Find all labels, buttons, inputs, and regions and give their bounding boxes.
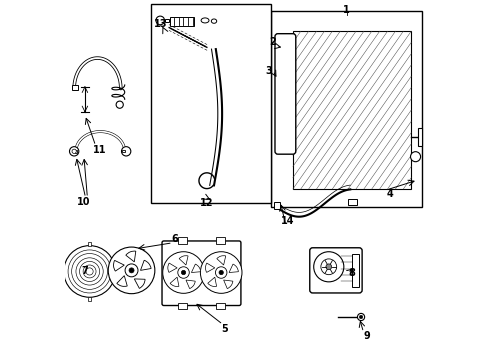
Text: 2: 2: [268, 37, 275, 47]
Circle shape: [108, 247, 155, 294]
Bar: [271, 12, 421, 207]
Bar: [122, 150, 125, 152]
Bar: [216, 237, 224, 244]
Circle shape: [200, 252, 242, 293]
FancyBboxPatch shape: [309, 248, 362, 293]
Bar: [169, 17, 194, 26]
Text: 11: 11: [92, 144, 106, 154]
Circle shape: [68, 250, 111, 293]
Wedge shape: [113, 260, 124, 271]
Wedge shape: [223, 280, 232, 289]
Circle shape: [69, 147, 79, 156]
Bar: [417, 128, 421, 146]
Bar: [88, 242, 91, 246]
Wedge shape: [207, 277, 216, 287]
Wedge shape: [191, 264, 200, 273]
Wedge shape: [134, 279, 145, 288]
Bar: [178, 303, 186, 309]
Text: 1: 1: [343, 5, 349, 15]
Wedge shape: [216, 256, 225, 265]
Bar: [74, 150, 77, 153]
Bar: [151, 4, 271, 203]
Bar: [273, 202, 280, 209]
Wedge shape: [167, 263, 177, 273]
Bar: [178, 237, 186, 244]
Text: 5: 5: [221, 324, 228, 334]
Circle shape: [181, 270, 185, 275]
FancyBboxPatch shape: [274, 34, 295, 154]
Circle shape: [156, 16, 164, 25]
Text: 6: 6: [171, 234, 178, 244]
Wedge shape: [140, 260, 151, 270]
Circle shape: [219, 270, 223, 275]
Circle shape: [215, 267, 226, 278]
Wedge shape: [228, 264, 238, 273]
Circle shape: [80, 261, 100, 282]
Text: 10: 10: [77, 197, 90, 207]
FancyBboxPatch shape: [162, 241, 241, 306]
Circle shape: [76, 258, 103, 285]
Bar: [292, 31, 410, 189]
Wedge shape: [117, 276, 127, 287]
Circle shape: [121, 147, 131, 156]
Circle shape: [116, 101, 123, 108]
Circle shape: [320, 259, 336, 275]
Circle shape: [129, 268, 134, 273]
Bar: [351, 254, 359, 287]
Circle shape: [72, 149, 76, 153]
Circle shape: [163, 252, 204, 293]
Circle shape: [410, 152, 420, 162]
Bar: [347, 199, 356, 205]
Wedge shape: [205, 263, 214, 273]
Ellipse shape: [211, 19, 216, 23]
Bar: [88, 297, 91, 301]
Text: 8: 8: [348, 268, 355, 278]
Circle shape: [83, 265, 96, 278]
Circle shape: [63, 246, 115, 297]
Wedge shape: [185, 280, 195, 289]
Ellipse shape: [201, 18, 208, 23]
Circle shape: [86, 268, 93, 275]
Circle shape: [359, 315, 362, 319]
Wedge shape: [179, 256, 188, 265]
Text: 13: 13: [153, 19, 166, 29]
Circle shape: [313, 252, 343, 282]
Wedge shape: [125, 251, 136, 262]
Bar: [72, 85, 78, 90]
Circle shape: [357, 314, 364, 320]
Circle shape: [125, 264, 138, 277]
Circle shape: [325, 264, 331, 270]
Text: 7: 7: [81, 266, 88, 276]
Circle shape: [178, 267, 189, 278]
Text: 12: 12: [200, 198, 213, 208]
Text: 9: 9: [362, 331, 369, 341]
Text: 4: 4: [386, 189, 392, 199]
Bar: [164, 19, 169, 22]
Text: 14: 14: [280, 216, 294, 226]
Circle shape: [72, 253, 107, 289]
Bar: [216, 303, 224, 309]
Wedge shape: [170, 277, 179, 287]
Text: 3: 3: [264, 66, 271, 76]
